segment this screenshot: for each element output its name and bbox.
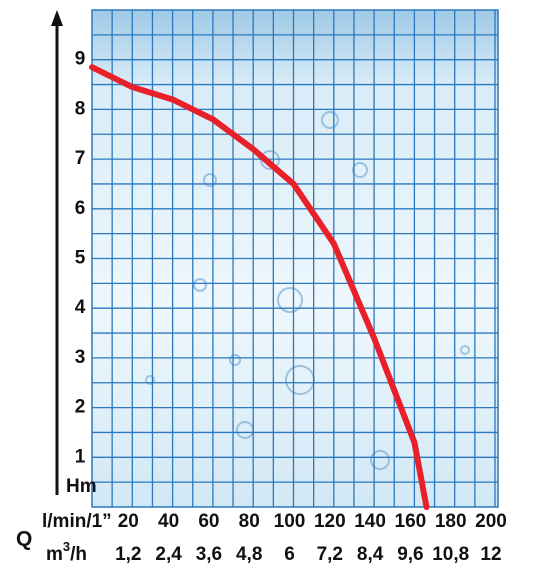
x2-label-rest: /h <box>70 544 87 565</box>
x-tick-label: 140 <box>354 511 386 532</box>
x2-tick-label: 1,2 <box>115 544 141 565</box>
y-tick-label: 7 <box>75 148 86 169</box>
y-tick-label: 6 <box>75 198 86 219</box>
x2-tick-label: 10,8 <box>432 544 469 565</box>
x-axis-label: l/min/1” <box>42 511 112 532</box>
grid <box>91 9 499 508</box>
y-tick-label: 5 <box>75 248 86 269</box>
x2-tick-label: 4,8 <box>236 544 262 565</box>
x2-tick-label: 12 <box>480 544 501 565</box>
x-tick-label: 20 <box>118 511 139 532</box>
x2-label-base: m <box>46 544 63 565</box>
plot-frame <box>91 9 499 508</box>
y-axis-label: Hm <box>66 476 97 497</box>
x2-tick-label: 7,2 <box>317 544 343 565</box>
x-tick-label: 40 <box>158 511 179 532</box>
y-tick-label: 1 <box>75 446 86 467</box>
pump-curve <box>89 64 430 510</box>
x2-tick-label: 9,6 <box>397 544 423 565</box>
x2-axis-label: m3/h <box>46 539 87 565</box>
y-tick-label: 2 <box>75 397 86 418</box>
y-tick-label: 4 <box>75 297 86 318</box>
y-tick-label: 3 <box>75 347 86 368</box>
x2-tick-label: 3,6 <box>196 544 222 565</box>
x-tick-label: 80 <box>239 511 260 532</box>
x2-tick-label: 6 <box>284 544 295 565</box>
arrow-head <box>51 10 63 26</box>
y-tick-label: 8 <box>75 98 86 119</box>
x2-tick-label: 2,4 <box>155 544 182 565</box>
x-tick-label: 60 <box>198 511 219 532</box>
x-tick-label: 100 <box>274 511 306 532</box>
x2-label-sup: 3 <box>63 539 70 554</box>
curve <box>89 64 430 510</box>
x2-tick-label: 8,4 <box>357 544 384 565</box>
bubbles <box>145 111 470 470</box>
x-tick-label: 180 <box>435 511 467 532</box>
x-tick-label: 160 <box>395 511 427 532</box>
x-tick-label: 200 <box>475 511 507 532</box>
x-tick-label: 120 <box>314 511 346 532</box>
y-tick-label: 9 <box>75 49 86 70</box>
q-label: Q <box>16 528 32 551</box>
